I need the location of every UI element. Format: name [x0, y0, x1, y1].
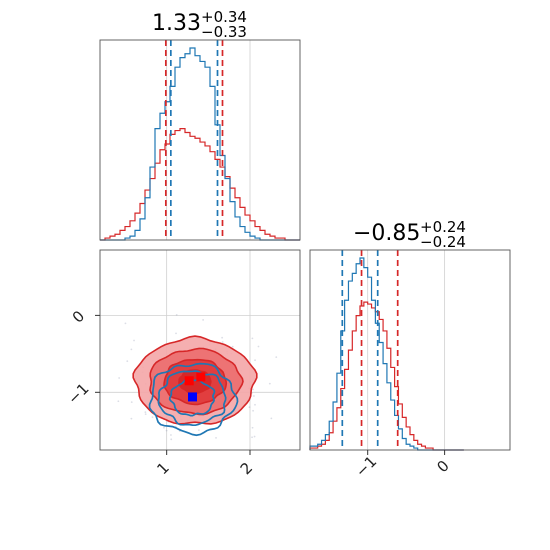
joint-x-tick-label-1: 2	[237, 459, 256, 478]
joint-scatter-point	[275, 356, 278, 359]
joint-scatter-point	[170, 434, 172, 436]
hist1-panel: 1.33 +0.34 −0.33	[99, 8, 301, 241]
joint-marker-1	[196, 372, 206, 382]
joint-scatter-point	[268, 382, 271, 385]
joint-scatter-point	[253, 395, 255, 397]
hist2-frame	[309, 249, 511, 451]
joint-scatter-point	[253, 435, 256, 438]
joint-scatter-point	[231, 345, 234, 348]
hist1-title-value: 1.33	[152, 11, 201, 36]
joint-scatter-point	[165, 429, 168, 432]
joint-scatter-point	[254, 403, 256, 406]
joint-scatter-point	[144, 411, 147, 414]
joint-blue-contour-1	[157, 370, 227, 427]
joint-scatter-point	[254, 359, 256, 362]
joint-scatter-point	[270, 417, 273, 420]
hist2-title-value: −0.85	[353, 221, 420, 246]
joint-scatter-point	[197, 429, 200, 432]
joint-scatter-point	[126, 360, 129, 363]
joint-marker-2	[188, 392, 197, 402]
joint-scatter-point	[221, 336, 224, 339]
joint-scatter-point	[118, 377, 121, 379]
joint-scatter-point	[252, 388, 254, 391]
hist1-frame	[99, 39, 301, 241]
joint-scatter-point	[163, 426, 165, 429]
hist1-title-upper: +0.34	[201, 8, 247, 26]
joint-scatter-point	[252, 409, 254, 412]
hist2-tick-label-0: −1	[352, 452, 380, 480]
joint-scatter-point	[175, 332, 177, 335]
hist2-red-histogram	[309, 301, 464, 451]
joint-y-tick-label-0: 0	[69, 307, 88, 326]
joint-scatter-point	[124, 322, 127, 325]
joint-scatter-point	[103, 461, 105, 463]
joint-scatter-point	[144, 413, 147, 416]
joint-scatter-point	[251, 426, 254, 429]
joint-panel: 1 2 0 −1	[64, 249, 325, 478]
joint-scatter-point	[251, 337, 254, 340]
joint-marker-0	[184, 376, 194, 386]
hist2-blue-histogram	[309, 257, 464, 451]
hist1-red-histogram	[100, 128, 300, 241]
joint-scatter-point	[221, 341, 224, 343]
hist1-title-lower: −0.33	[201, 23, 247, 41]
joint-scatter-point	[130, 401, 133, 403]
joint-blue-contour-2	[168, 378, 216, 417]
joint-scatter-point	[133, 339, 135, 342]
hist1-blue-histogram	[100, 47, 300, 241]
joint-scatter-point	[251, 436, 253, 439]
joint-scatter-point	[323, 377, 325, 379]
joint-y-tick-label-1: −1	[64, 380, 92, 408]
hist2-title-lower: −0.24	[420, 233, 466, 251]
joint-frame	[99, 249, 301, 451]
hist2-panel: −0.85 +0.24 −0.24 −1 0	[309, 218, 511, 481]
joint-scatter-point	[175, 313, 178, 316]
hist1-title: 1.33	[152, 11, 201, 36]
joint-scatter-point	[130, 348, 133, 351]
joint-scatter-point	[257, 345, 260, 348]
joint-scatter-point	[130, 417, 133, 420]
hist2-title-upper: +0.24	[420, 218, 466, 236]
joint-scatter-point	[117, 400, 120, 403]
joint-blue-contour-0	[148, 362, 239, 437]
joint-scatter-point	[215, 436, 217, 439]
joint-scatter-point	[248, 406, 251, 409]
joint-scatter-point	[170, 438, 173, 441]
joint-scatter-point	[151, 416, 154, 419]
joint-x-tick-label-0: 1	[153, 459, 172, 478]
joint-scatter-point	[202, 319, 205, 321]
hist2-tick-label-1: 0	[433, 457, 452, 476]
